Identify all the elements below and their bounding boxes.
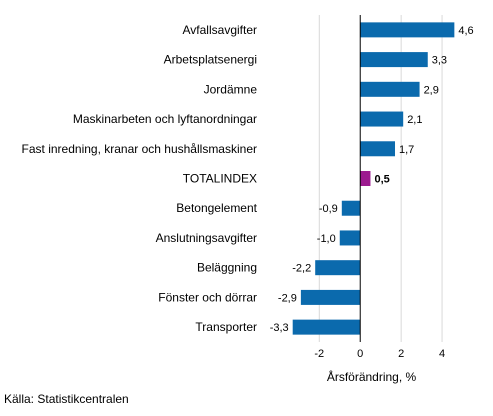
value-label: 2,1 <box>407 114 422 126</box>
category-label: Fönster och dörrar <box>158 290 257 304</box>
category-label: Anslutningsavgifter <box>156 231 257 245</box>
category-label: Fast inredning, kranar och hushållsmaski… <box>22 142 257 156</box>
gridlines <box>318 15 443 342</box>
source-note: Källa: Statistikcentralen <box>4 392 129 406</box>
category-label: Betongelement <box>176 201 257 215</box>
value-label: 3,3 <box>432 55 447 67</box>
bar-item <box>360 81 420 97</box>
bar-item <box>360 52 428 68</box>
category-label: Avfallsavgifter <box>183 23 257 37</box>
x-ticks: -2 0 2 4 <box>314 348 445 360</box>
x-tick-label: 4 <box>439 348 445 360</box>
bar-item <box>315 260 361 276</box>
category-label: Arbetsplatsenergi <box>164 53 257 67</box>
category-label: Beläggning <box>197 261 257 275</box>
category-label: Maskinarbeten och lyftanordningar <box>73 112 257 126</box>
category-label: Jordämne <box>204 82 258 96</box>
value-label: -2,2 <box>292 263 311 275</box>
bar-item <box>339 230 361 246</box>
bar-highlight <box>360 171 371 186</box>
value-label: -1,0 <box>317 233 336 245</box>
value-label: -0,9 <box>319 203 338 215</box>
category-label: Transporter <box>195 320 257 334</box>
bar-item <box>360 22 455 38</box>
category-label: TOTALINDEX <box>183 172 257 186</box>
bar-item <box>300 289 361 305</box>
x-tick-label: 0 <box>357 348 363 360</box>
value-label: 0,5 <box>374 174 389 186</box>
bar-item <box>341 200 361 216</box>
value-label: 1,7 <box>399 144 414 156</box>
bar-item <box>292 319 361 335</box>
x-tick-label: 2 <box>398 348 404 360</box>
x-tick-label: -2 <box>314 348 324 360</box>
bar-item <box>360 111 404 127</box>
value-label: -2,9 <box>278 292 297 304</box>
value-label: -3,3 <box>270 322 289 334</box>
bar-item <box>360 141 396 157</box>
bars <box>292 22 455 335</box>
labels: Avfallsavgifter 4,6 Arbetsplatsenergi 3,3 Jo… <box>22 23 474 334</box>
x-axis-title: Årsförändring, % <box>327 369 417 384</box>
value-label: 2,9 <box>424 84 439 96</box>
value-label: 4,6 <box>458 25 473 37</box>
